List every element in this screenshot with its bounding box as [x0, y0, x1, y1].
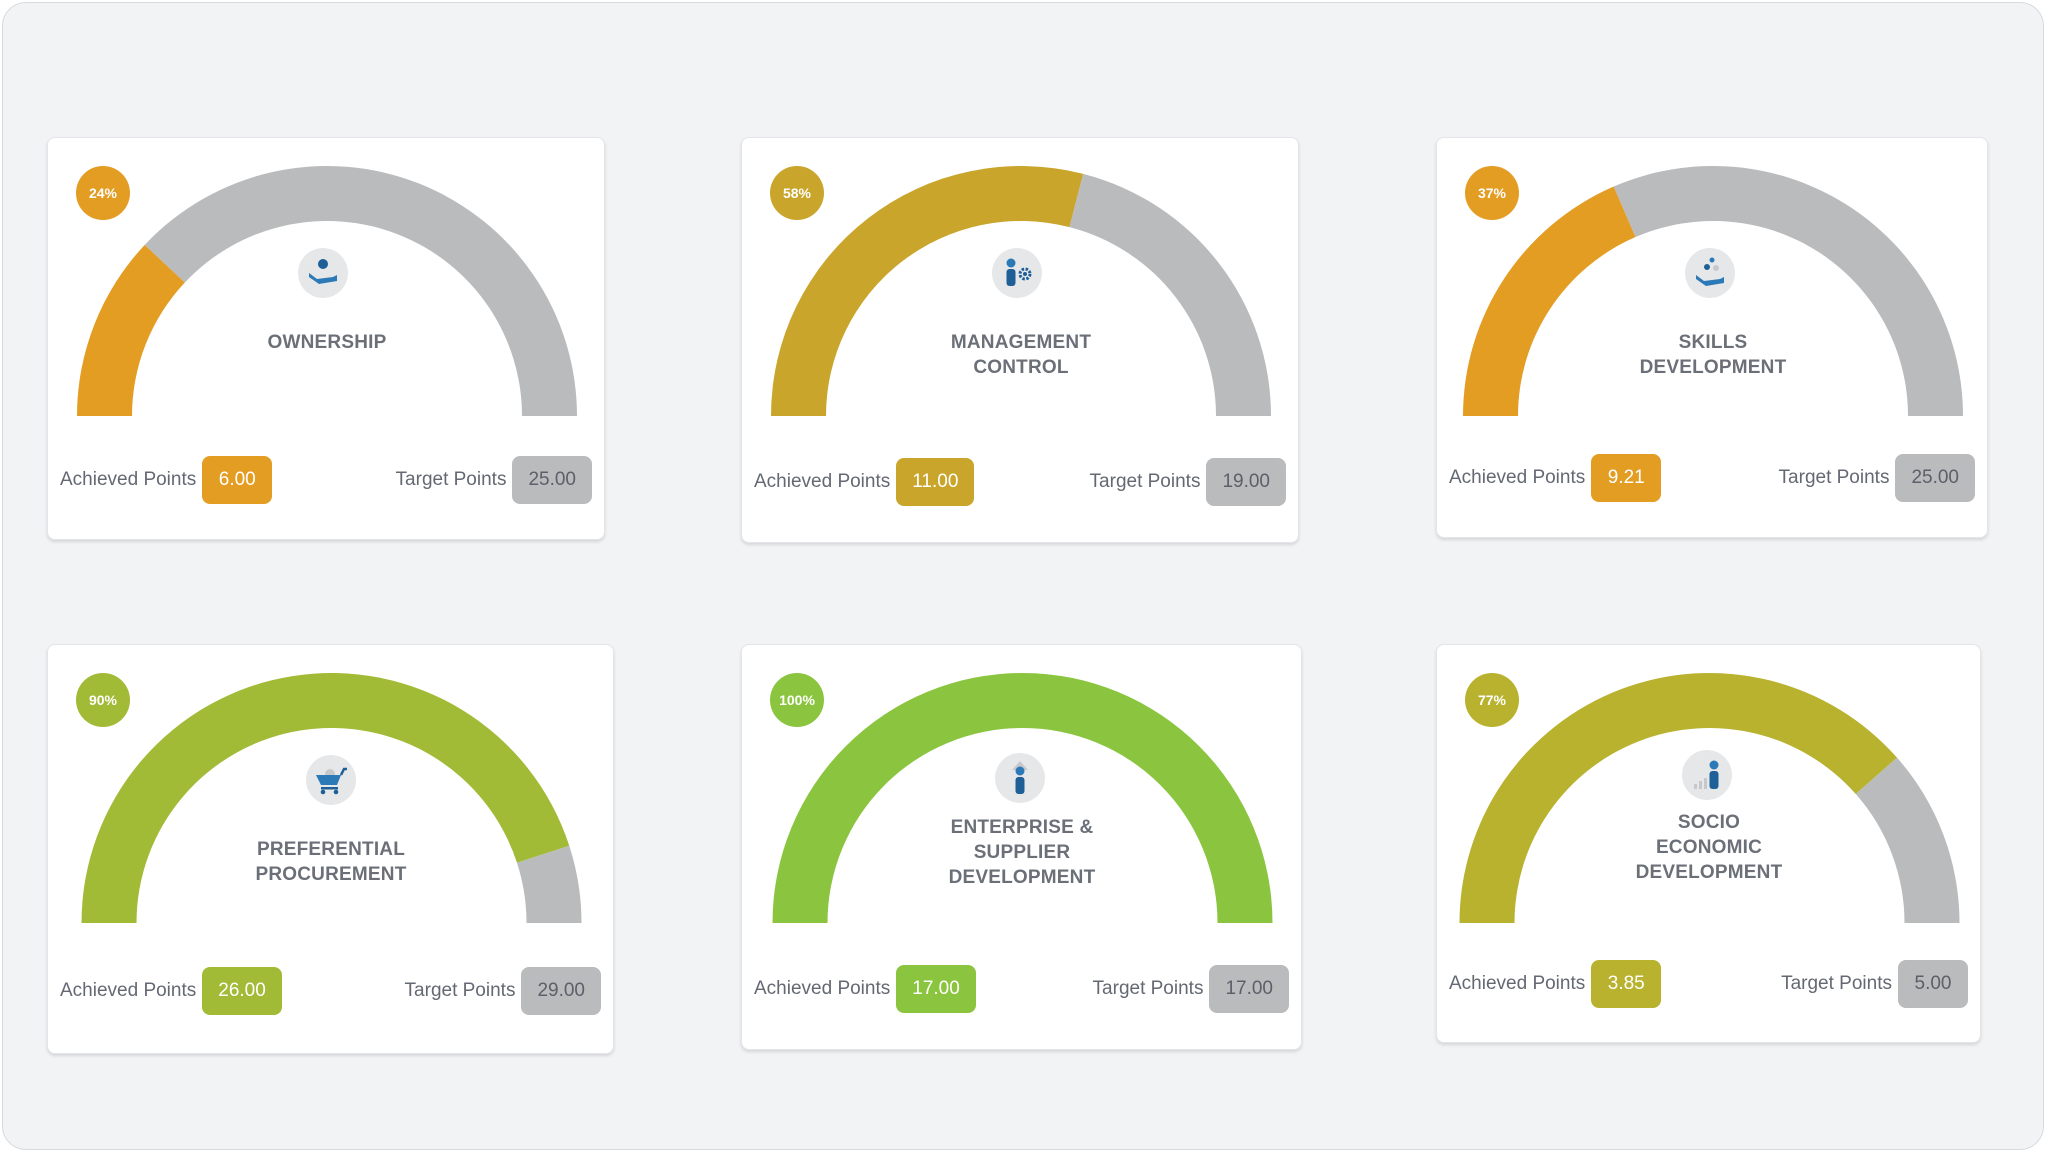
- gauge-achieved-arc: [772, 672, 1273, 923]
- achieved-label: Achieved Points: [1449, 467, 1586, 488]
- target-label: Target Points: [1781, 973, 1892, 994]
- gauge-card-socio-economic-development: 77% SOCIO ECONOMIC DEVELOPMENT Achieved …: [1436, 644, 1981, 1043]
- gauge-achieved-arc: [1463, 186, 1636, 416]
- achieved-value: 9.21: [1591, 454, 1662, 502]
- gauge-achieved-arc: [1459, 672, 1898, 923]
- target-value: 19.00: [1206, 458, 1286, 506]
- achieved-label: Achieved Points: [754, 978, 891, 999]
- person-arrow-up-icon: [1012, 761, 1028, 794]
- icon-circle: [298, 248, 348, 298]
- icon-circle: [995, 753, 1045, 803]
- hand-person-icon: [309, 259, 337, 284]
- gauge-card-ownership: 24% OWNERSHIP Achieved Points 6.00 Target…: [47, 137, 605, 540]
- gauge-card-management-control: 58% MANAGEMENT CONTROL Achieved Points 11…: [741, 137, 1299, 543]
- shopping-cart-icon: [316, 767, 347, 795]
- target-value: 29.00: [521, 967, 601, 1015]
- gauge-card-skills-development: 37% SKILLS DEVELOPMENT Achieved Points 9.…: [1436, 137, 1988, 538]
- gauge-chart: [771, 166, 1271, 416]
- target-label: Target Points: [1089, 471, 1201, 492]
- gauge-chart: [772, 672, 1273, 923]
- hand-dots-icon: [1696, 257, 1724, 286]
- points-row: Achieved Points 26.00 Target Points 29.00: [60, 967, 601, 1015]
- gauge-card-enterprise-supplier-development: 100% ENTERPRISE & SUPPLIER DEVELOPMENT A…: [741, 644, 1302, 1050]
- achieved-label: Achieved Points: [754, 471, 891, 492]
- icon-circle: [992, 248, 1042, 298]
- icon-circle: [1685, 248, 1735, 298]
- gauge-card-preferential-procurement: 90% PREFERENTIAL PROCUREMENT Achieved Po…: [47, 644, 614, 1054]
- icon-circle: [1682, 750, 1732, 800]
- card-title: MANAGEMENT CONTROL: [950, 332, 1092, 378]
- percent-badge: 90%: [76, 673, 130, 727]
- person-gear-icon: [1006, 258, 1032, 286]
- gauge-remaining-arc: [516, 845, 582, 923]
- achieved-value: 6.00: [202, 456, 273, 504]
- percent-badge: 58%: [770, 166, 824, 220]
- gauge-achieved-arc: [77, 244, 185, 416]
- achieved-label: Achieved Points: [1449, 973, 1586, 994]
- gauge-remaining-arc: [1613, 166, 1963, 416]
- target-label: Target Points: [395, 469, 507, 490]
- achieved-value: 17.00: [896, 965, 976, 1013]
- person-bars-icon: [1694, 760, 1719, 789]
- percent-badge: 24%: [76, 166, 130, 220]
- achieved-label: Achieved Points: [60, 980, 197, 1001]
- percent-badge: 37%: [1465, 166, 1519, 220]
- gauge-remaining-arc: [1855, 757, 1960, 923]
- achieved-value: 11.00: [896, 458, 975, 506]
- card-title: OWNERSHIP: [267, 332, 387, 353]
- points-row: Achieved Points 6.00 Target Points 25.00: [60, 456, 592, 504]
- percent-badge: 77%: [1465, 673, 1519, 727]
- target-value: 5.00: [1898, 960, 1968, 1008]
- target-label: Target Points: [1092, 978, 1204, 999]
- target-label: Target Points: [1778, 467, 1890, 488]
- achieved-label: Achieved Points: [60, 469, 197, 490]
- card-title: SOCIO ECONOMIC DEVELOPMENT: [1635, 812, 1783, 883]
- gauge-chart: [1459, 672, 1960, 923]
- gauge-achieved-arc: [81, 673, 570, 923]
- points-row: Achieved Points 3.85 Target Points 5.00: [1449, 960, 1968, 1008]
- gauge-chart: [81, 673, 582, 923]
- card-title: PREFERENTIAL PROCUREMENT: [255, 839, 407, 885]
- gauge-remaining-arc: [144, 165, 578, 416]
- points-row: Achieved Points 11.00 Target Points 19.00: [754, 458, 1286, 506]
- card-title: SKILLS DEVELOPMENT: [1639, 332, 1787, 378]
- achieved-value: 26.00: [202, 967, 282, 1015]
- target-label: Target Points: [404, 980, 516, 1001]
- points-row: Achieved Points 17.00 Target Points 17.00: [754, 965, 1289, 1013]
- target-value: 25.00: [1895, 454, 1975, 502]
- gauge-chart: [1463, 166, 1963, 416]
- target-value: 17.00: [1209, 965, 1289, 1013]
- card-title: ENTERPRISE & SUPPLIER DEVELOPMENT: [948, 817, 1096, 888]
- gauge-remaining-arc: [1069, 173, 1271, 416]
- gauge-achieved-arc: [771, 166, 1084, 416]
- target-value: 25.00: [512, 456, 592, 504]
- gauge-chart: [77, 165, 578, 416]
- percent-badge: 100%: [770, 673, 824, 727]
- icon-circle: [306, 755, 356, 805]
- points-row: Achieved Points 9.21 Target Points 25.00: [1449, 454, 1975, 502]
- achieved-value: 3.85: [1591, 960, 1662, 1008]
